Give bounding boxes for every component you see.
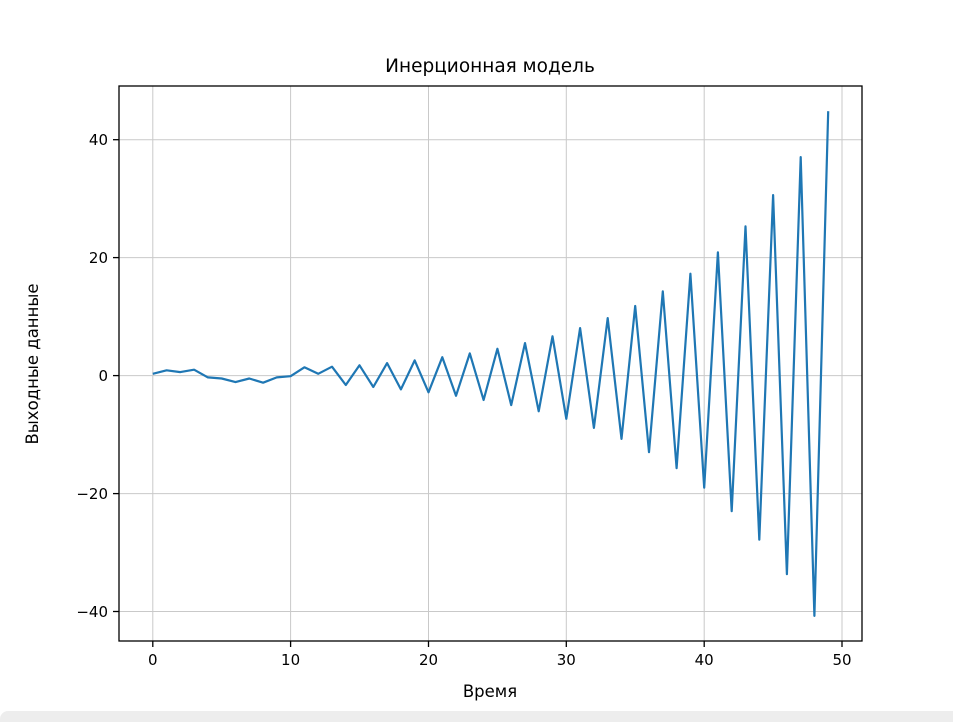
series-line: [152, 111, 830, 618]
axis-ticks: [113, 139, 843, 647]
y-tick-label: −40: [76, 603, 108, 621]
x-tick-label: 0: [148, 651, 158, 669]
bottom-strip: [0, 711, 953, 722]
data-series: [152, 111, 830, 618]
y-tick-label: 40: [89, 131, 108, 149]
y-tick-label: 20: [89, 249, 108, 267]
x-tick-label: 50: [832, 651, 851, 669]
chart-title: Инерционная модель: [385, 56, 595, 77]
x-tick-label: 40: [695, 651, 714, 669]
y-tick-label: 0: [98, 367, 108, 385]
axes-frame: [118, 85, 863, 642]
y-tick-label: −20: [76, 485, 108, 503]
x-tick-label: 20: [419, 651, 438, 669]
x-axis-label: Время: [463, 682, 517, 701]
tick-labels: 0 10 20 30 40 50 −40 −20 0 20 40: [76, 131, 851, 669]
x-tick-label: 10: [281, 651, 300, 669]
y-axis-label: Выходные данные: [23, 283, 42, 444]
x-tick-label: 30: [557, 651, 576, 669]
